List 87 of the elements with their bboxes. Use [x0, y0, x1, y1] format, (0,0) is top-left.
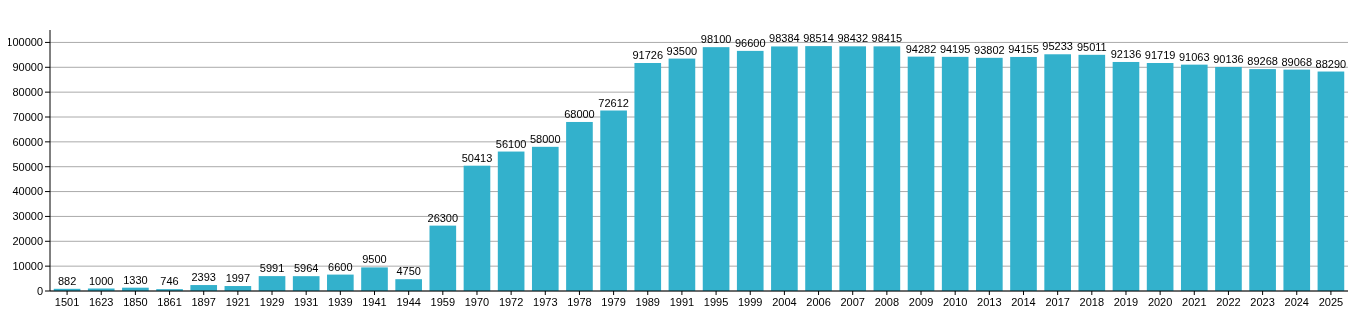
data-label: 91719	[1144, 49, 1176, 62]
x-tick-label: 2020	[1147, 296, 1173, 308]
data-label: 98384	[769, 32, 800, 45]
x-tick-label: 2009	[908, 296, 934, 308]
data-label: 95011	[1076, 40, 1107, 53]
x-tick-label: 1978	[567, 296, 592, 308]
data-label: 91063	[1178, 50, 1210, 63]
x-tick-label: 2021	[1182, 296, 1207, 308]
x-tick-label: 2013	[977, 296, 1002, 308]
data-label: 2393	[191, 271, 216, 284]
data-label: 98100	[700, 33, 732, 46]
x-tick-label: 2025	[1318, 296, 1344, 308]
x-tick-label: 2018	[1079, 296, 1105, 308]
x-tick-label: 1623	[88, 296, 114, 308]
x-tick-label: 1989	[635, 296, 661, 308]
x-tick-label: 2017	[1045, 296, 1070, 308]
y-tick-label: 40000	[12, 185, 43, 198]
data-label: 91726	[632, 49, 664, 61]
data-label: 1997	[225, 272, 251, 285]
data-label: 94282	[905, 42, 937, 55]
data-label: 89268	[1247, 55, 1278, 68]
data-label: 94195	[939, 42, 971, 55]
data-label: 58000	[529, 132, 561, 145]
x-tick-label: 2006	[806, 296, 831, 308]
x-tick-label: 1929	[259, 296, 285, 308]
x-tick-label: 1850	[123, 296, 148, 308]
x-tick-label: 1931	[293, 296, 319, 308]
y-tick-label: 20000	[12, 235, 43, 248]
data-label: 1330	[123, 273, 148, 286]
x-tick-label: 2023	[1250, 296, 1275, 308]
x-tick-label: 2010	[942, 296, 968, 308]
x-tick-label: 2007	[840, 296, 865, 308]
x-tick-label: 1970	[464, 296, 490, 308]
x-tick-label: 1939	[328, 296, 353, 308]
data-label: 94155	[1008, 42, 1039, 55]
data-label: 93802	[974, 43, 1005, 56]
y-tick-label: 90000	[12, 61, 43, 74]
x-tick-label: 1501	[54, 296, 80, 308]
y-tick-label: 0	[36, 284, 43, 297]
data-label: 4750	[396, 265, 421, 278]
x-tick-label: 1991	[669, 296, 695, 308]
data-label: 9500	[362, 253, 387, 266]
data-label: 56100	[495, 137, 527, 150]
x-tick-label: 1972	[498, 296, 524, 308]
x-tick-label: 2008	[874, 296, 900, 308]
data-label: 6600	[328, 260, 353, 273]
data-label: 1000	[88, 274, 114, 287]
x-tick-label: 1941	[362, 296, 387, 308]
x-tick-label: 1921	[225, 296, 251, 308]
data-label: 89068	[1281, 55, 1313, 68]
data-label: 50413	[461, 151, 493, 164]
y-tick-label: 30000	[12, 210, 43, 223]
x-tick-label: 2019	[1113, 296, 1139, 308]
y-tick-label: 50000	[12, 160, 43, 173]
x-tick-label: 1861	[157, 296, 182, 308]
data-label: 26300	[427, 211, 459, 224]
data-label: 5991	[259, 262, 285, 275]
x-tick-label: 2004	[772, 296, 797, 308]
data-label: 746	[160, 275, 179, 288]
data-label: 98432	[837, 32, 869, 45]
y-tick-label: 100000	[6, 36, 43, 49]
data-label: 96600	[734, 36, 766, 49]
x-tick-label: 1973	[533, 296, 558, 308]
x-tick-label: 1995	[703, 296, 729, 308]
x-tick-label: 1979	[601, 296, 626, 308]
x-tick-label: 2024	[1284, 296, 1310, 308]
data-label: 98415	[871, 32, 903, 45]
y-tick-label: 70000	[12, 110, 43, 123]
data-label: 95233	[1042, 40, 1073, 53]
data-label: 98514	[803, 32, 834, 45]
data-label: 90136	[1213, 52, 1244, 65]
x-tick-label: 2022	[1216, 296, 1241, 308]
x-tick-label: 1959	[430, 296, 456, 308]
x-tick-label: 2014	[1011, 296, 1036, 308]
data-label: 5964	[293, 262, 319, 275]
x-tick-label: 1897	[191, 296, 216, 308]
data-label: 93500	[666, 44, 698, 57]
data-label: 68000	[564, 107, 595, 120]
data-label: 72612	[598, 96, 629, 109]
x-tick-label: 1944	[396, 296, 421, 308]
x-tick-label: 1999	[737, 296, 763, 308]
y-tick-label: 80000	[12, 85, 43, 98]
data-label: 92136	[1110, 47, 1142, 60]
y-tick-label: 10000	[12, 259, 43, 272]
y-tick-label: 60000	[12, 135, 43, 148]
data-label: 882	[57, 274, 77, 287]
data-label: 88290	[1315, 57, 1347, 70]
